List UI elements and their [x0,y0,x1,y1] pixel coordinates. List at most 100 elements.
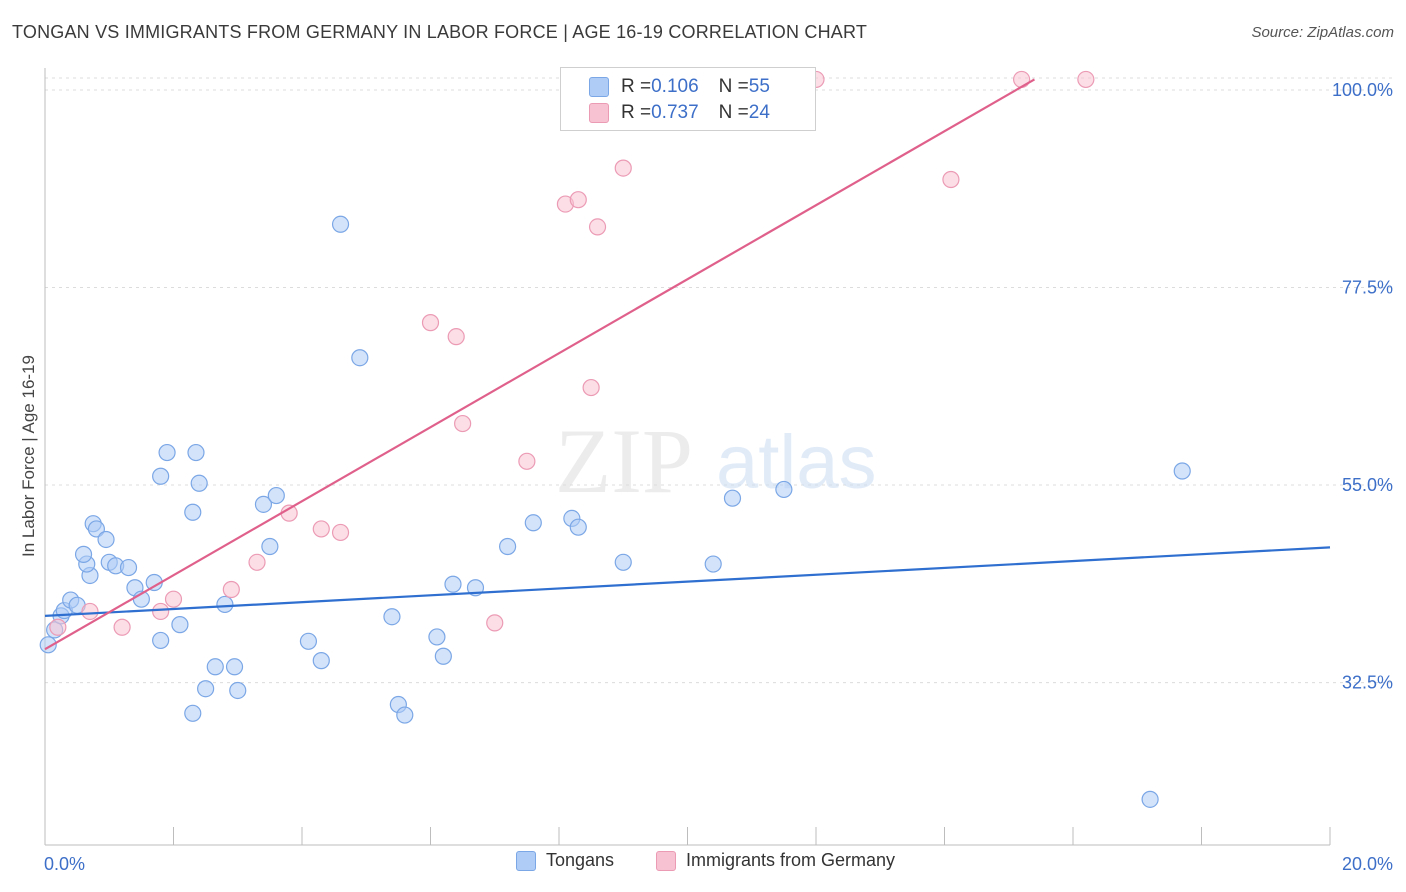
data-point [569,518,587,536]
watermark: ZIP atlas [555,410,877,512]
trendlines [44,78,1331,651]
data-point [206,658,224,676]
stats-row-germany: R = 0.737 N = 24 [589,101,770,125]
data-point [152,467,170,485]
data-point [254,495,273,513]
y-tick-label: 55.0% [1342,475,1393,495]
data-point [1173,462,1191,480]
data-point [614,159,632,177]
chart-title: TONGAN VS IMMIGRANTS FROM GERMANY IN LAB… [12,22,868,42]
data-point [74,545,93,563]
data-point [197,680,215,698]
n-value: 55 [748,76,770,97]
data-point [704,555,722,573]
x-tick-label: 0.0% [44,854,85,874]
series-germany [49,70,1095,636]
data-point [428,628,446,646]
data-point [267,486,285,505]
data-point [312,520,330,538]
data-point [97,530,115,549]
germany-swatch [589,103,609,123]
data-point [229,681,247,700]
data-point [119,558,138,577]
legend-item-germany[interactable]: Immigrants from Germany [656,850,895,871]
n-value: 24 [748,102,770,123]
data-point [190,474,208,492]
legend-item-tongans[interactable]: Tongans [516,850,614,871]
grid-layer [45,77,1395,684]
data-point [187,443,205,462]
data-point [331,215,350,233]
data-point [588,218,607,236]
data-point [261,537,279,556]
data-point [942,170,960,189]
data-point [447,328,465,346]
n-label: N = [718,102,749,123]
data-point [225,658,244,676]
data-point [312,652,330,670]
data-point [1012,70,1031,89]
legend-label-germany: Immigrants from Germany [686,850,896,870]
data-point [113,618,131,636]
x-tick-label: 20.0% [1342,854,1393,874]
data-point [434,647,452,665]
data-point [454,414,472,433]
r-label: R = [621,76,652,97]
data-point [396,706,414,724]
data-point [499,537,517,556]
bottom-legend: Tongans Immigrants from Germany [0,850,1406,880]
data-point [216,595,234,614]
r-value: 0.737 [651,102,699,123]
watermark-atlas: atlas [716,420,877,505]
watermark-zip: ZIP [555,410,693,512]
data-point [582,378,600,397]
data-point [184,704,202,722]
data-point [331,523,350,542]
data-point [614,553,632,571]
data-point [518,452,536,470]
y-tick-label: 77.5% [1342,277,1393,297]
data-point [421,314,440,332]
trendline-tongans [44,546,1331,617]
legend-swatch-germany [656,850,676,871]
data-point [184,503,202,521]
data-point [1141,790,1159,808]
data-point [171,616,189,634]
data-point [569,191,587,209]
n-label: N = [718,76,749,97]
y-axis-label: In Labor Force | Age 16-19 [19,355,38,557]
data-point [87,520,106,538]
r-label: R = [621,102,652,123]
data-point [1077,70,1095,89]
y-tick-label: 32.5% [1342,673,1393,693]
data-point [524,514,542,532]
data-point [158,443,176,462]
axis-layer [44,68,1331,846]
stats-legend: R = 0.106 N = 55 R = 0.737 N = 24 [560,67,816,131]
stats-row-tongans: R = 0.106 N = 55 [589,75,770,99]
legend-swatch-tongans [516,850,536,871]
data-point [248,553,266,571]
data-point [164,590,183,608]
data-point [723,489,742,507]
data-point [299,632,318,650]
data-point [486,614,504,632]
tongans-swatch [589,77,609,97]
trendline-germany [44,78,1035,651]
data-point [152,631,170,650]
data-point [444,575,462,593]
y-tick-label: 100.0% [1332,80,1393,100]
data-point [39,636,57,654]
r-value: 0.106 [651,76,699,97]
source-credit: Source: ZipAtlas.com [1251,24,1394,41]
data-point [383,608,401,626]
legend-label-tongans: Tongans [546,850,615,870]
data-point [152,602,170,621]
data-point [775,480,793,499]
data-point [222,580,240,599]
data-point [49,618,67,636]
data-point [351,349,369,367]
data-point [81,602,99,621]
tick-labels: 32.5% 55.0% 77.5% 100.0% 0.0% 20.0% [44,80,1393,874]
